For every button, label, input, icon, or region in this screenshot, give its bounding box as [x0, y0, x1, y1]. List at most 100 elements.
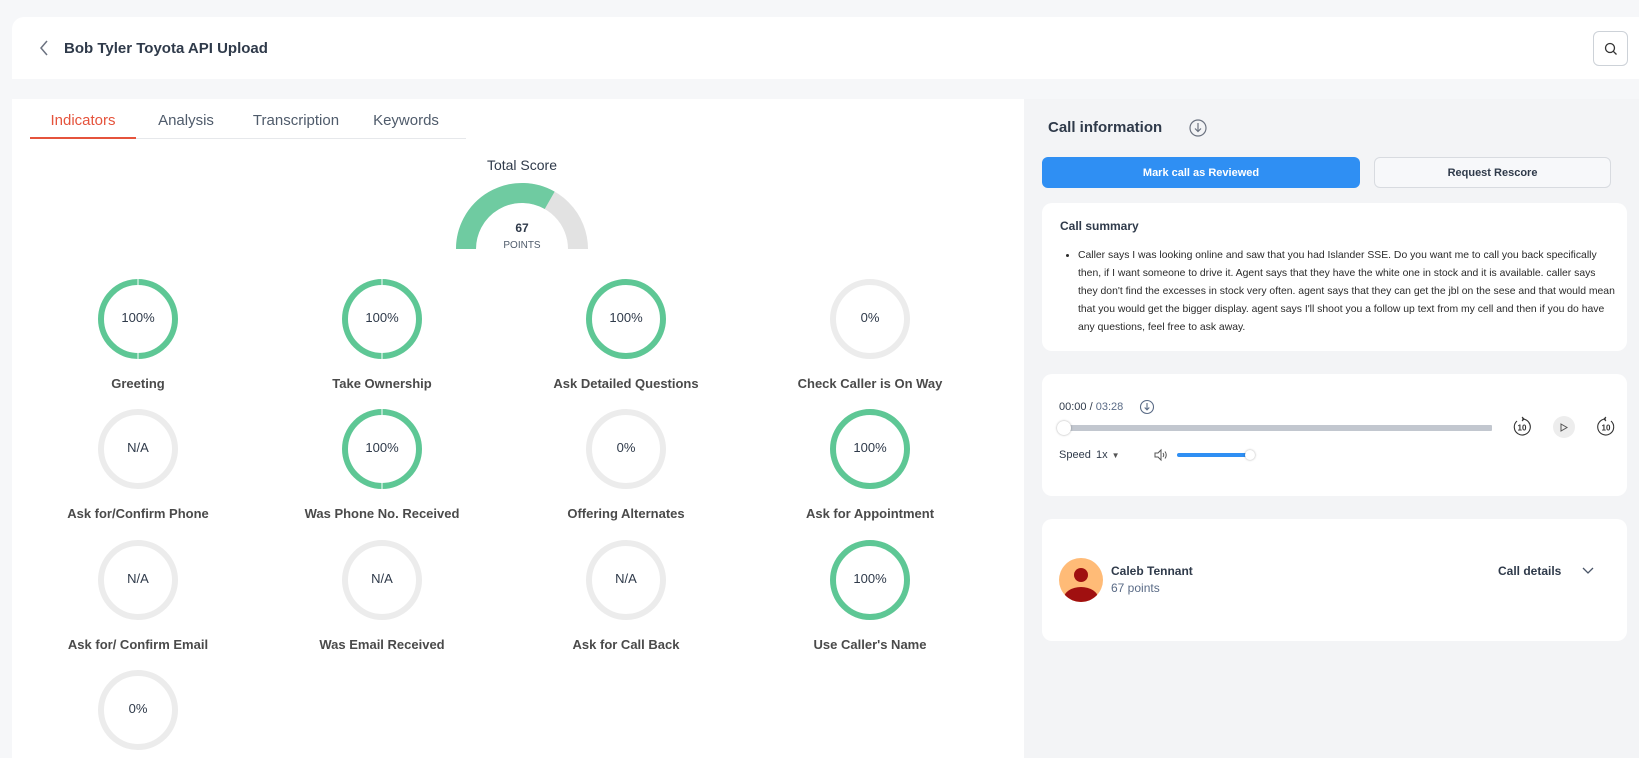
- current-time: 00:00: [1059, 401, 1087, 413]
- indicator-value: 100%: [853, 440, 887, 455]
- total-score-title: Total Score: [486, 157, 558, 173]
- download-icon[interactable]: [1188, 118, 1208, 138]
- indicator-value: 100%: [853, 571, 887, 586]
- speed-value: 1x: [1096, 449, 1108, 461]
- indicator-value: 100%: [365, 310, 399, 325]
- call-information-title: Call information: [1048, 119, 1163, 136]
- tab-transcription[interactable]: Transcription: [252, 112, 340, 129]
- indicator-take-ownership: 100% Take Ownership: [262, 278, 502, 408]
- ring-empty: [98, 540, 178, 620]
- ring-empty: [586, 409, 666, 489]
- chevron-left-icon: [40, 40, 48, 56]
- mark-reviewed-button[interactable]: Mark call as Reviewed: [1042, 157, 1360, 188]
- indicator-label: Offering Alternates: [567, 506, 685, 521]
- ring-full: [830, 540, 910, 620]
- tab-keywords[interactable]: Keywords: [373, 112, 439, 129]
- ring-full: [342, 409, 422, 489]
- indicator-ask-for-call-back: N/A Ask for Call Back: [506, 539, 746, 669]
- call-summary-card: Call summary Caller says I was looking o…: [1042, 203, 1627, 351]
- search-button[interactable]: [1593, 31, 1628, 66]
- indicators-panel: Indicators Analysis Transcription Keywor…: [12, 99, 1024, 758]
- caret-down-icon: ▼: [1111, 451, 1120, 460]
- indicator-value: N/A: [127, 571, 149, 586]
- speed-label: Speed: [1059, 449, 1091, 461]
- request-rescore-button[interactable]: Request Rescore: [1374, 157, 1611, 188]
- agent-points: 67 points: [1111, 581, 1160, 595]
- indicator-label: Check Caller is On Way: [797, 376, 943, 391]
- indicator-value: N/A: [127, 440, 149, 455]
- indicator-ask-for-appointment: 100% Ask for Appointment: [750, 408, 990, 538]
- chevron-down-icon[interactable]: [1580, 562, 1596, 578]
- page-header: Bob Tyler Toyota API Upload: [12, 17, 1639, 79]
- audio-player: 00:00 / 03:28 10 10 Speed 1x ▼: [1042, 374, 1627, 496]
- total-score-unit: POINTS: [503, 240, 541, 251]
- back-button[interactable]: [32, 36, 56, 60]
- volume-handle[interactable]: [1245, 450, 1255, 460]
- ring-empty: [586, 540, 666, 620]
- indicator-unlabeled: 0%: [18, 669, 258, 758]
- indicator-label: Was Phone No. Received: [304, 506, 460, 521]
- play-button[interactable]: [1553, 416, 1575, 438]
- call-summary-title: Call summary: [1060, 219, 1139, 233]
- volume-slider[interactable]: [1177, 453, 1250, 457]
- total-score-value: 67: [515, 221, 529, 235]
- indicator-value: 0%: [616, 440, 636, 455]
- ring-empty: [342, 540, 422, 620]
- tab-indicators[interactable]: Indicators: [30, 109, 136, 139]
- indicator-was-email-received: N/A Was Email Received: [262, 539, 502, 669]
- user-icon: [1064, 568, 1098, 602]
- volume-icon[interactable]: [1153, 447, 1169, 463]
- indicator-greeting: 100% Greeting: [18, 278, 258, 408]
- indicator-value: 0%: [128, 701, 148, 716]
- indicator-value: 100%: [609, 310, 643, 325]
- indicator-ask-confirm-phone: N/A Ask for/Confirm Phone: [18, 408, 258, 538]
- download-audio-icon[interactable]: [1139, 399, 1155, 415]
- time-separator: /: [1086, 401, 1096, 413]
- tab-bar: Indicators Analysis Transcription Keywor…: [30, 109, 466, 139]
- agent-name: Caleb Tennant: [1111, 564, 1193, 578]
- indicator-label: Ask Detailed Questions: [553, 376, 699, 391]
- ring-full: [98, 279, 178, 359]
- tab-analysis[interactable]: Analysis: [158, 112, 214, 129]
- indicator-check-caller-on-way: 0% Check Caller is On Way: [750, 278, 990, 408]
- indicator-label: Use Caller's Name: [813, 637, 927, 652]
- call-summary-list: Caller says I was looking online and saw…: [1078, 247, 1618, 337]
- total-score-gauge: Total Score 67 POINTS: [442, 157, 602, 257]
- indicator-label: Ask for Call Back: [572, 637, 680, 652]
- indicator-value: 100%: [121, 310, 155, 325]
- speed-select[interactable]: 1x ▼: [1096, 449, 1120, 461]
- indicator-label: Ask for/Confirm Phone: [67, 506, 209, 521]
- playback-time: 00:00 / 03:28: [1059, 401, 1123, 413]
- indicator-label: Ask for/ Confirm Email: [67, 637, 209, 652]
- search-icon: [1604, 42, 1617, 55]
- rewind-10-icon[interactable]: 10: [1511, 416, 1533, 438]
- indicator-use-callers-name: 100% Use Caller's Name: [750, 539, 990, 669]
- indicator-label: Was Email Received: [319, 637, 445, 652]
- indicator-ask-detailed-questions: 100% Ask Detailed Questions: [506, 278, 746, 408]
- indicator-offering-alternates: 0% Offering Alternates: [506, 408, 746, 538]
- indicator-ask-confirm-email: N/A Ask for/ Confirm Email: [18, 539, 258, 669]
- ring-full: [586, 279, 666, 359]
- duration: 03:28: [1095, 401, 1124, 413]
- ring-empty: [830, 279, 910, 359]
- indicator-value: N/A: [615, 571, 637, 586]
- call-information-panel: Call information Mark call as Reviewed R…: [1024, 99, 1639, 758]
- agent-card: Caleb Tennant 67 points Call details: [1042, 519, 1627, 641]
- indicator-label: Greeting: [111, 376, 165, 391]
- svg-text:10: 10: [1518, 424, 1527, 433]
- svg-text:10: 10: [1602, 424, 1611, 433]
- forward-10-icon[interactable]: 10: [1595, 416, 1617, 438]
- avatar: [1059, 558, 1103, 602]
- play-icon: [1560, 422, 1568, 432]
- ring-empty: [98, 670, 178, 750]
- ring-full: [830, 409, 910, 489]
- indicator-was-phone-received: 100% Was Phone No. Received: [262, 408, 502, 538]
- progress-handle[interactable]: [1057, 421, 1071, 435]
- indicator-label: Ask for Appointment: [805, 506, 935, 521]
- page-title: Bob Tyler Toyota API Upload: [64, 39, 268, 57]
- progress-bar[interactable]: [1064, 425, 1492, 431]
- call-details-toggle[interactable]: Call details: [1498, 564, 1562, 578]
- indicator-label: Take Ownership: [332, 376, 432, 391]
- ring-full: [342, 279, 422, 359]
- indicator-value: N/A: [371, 571, 393, 586]
